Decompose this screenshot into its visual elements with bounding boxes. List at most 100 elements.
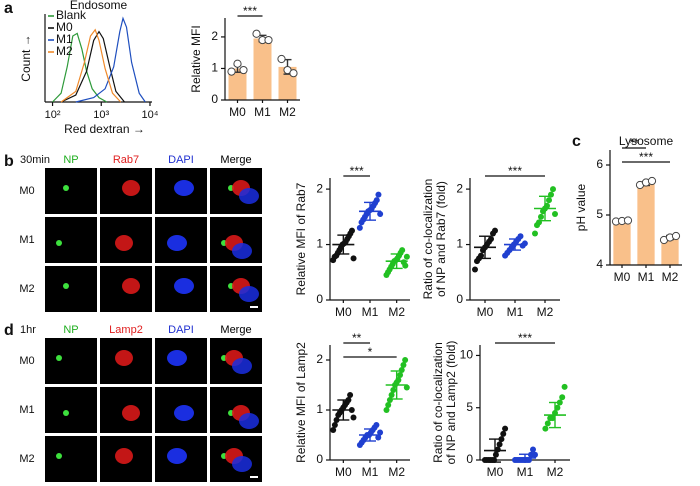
data-point bbox=[348, 227, 355, 234]
channel-label: NP bbox=[63, 154, 78, 166]
panel-label: b bbox=[4, 153, 14, 170]
legend-label: M1 bbox=[56, 32, 73, 46]
data-point bbox=[623, 216, 633, 225]
data-point bbox=[227, 67, 236, 76]
data-point bbox=[330, 427, 337, 433]
data-point bbox=[492, 227, 498, 234]
data-point bbox=[373, 197, 380, 204]
data-point bbox=[375, 434, 382, 441]
significance-label: *** bbox=[518, 331, 532, 345]
data-point bbox=[549, 415, 556, 422]
x-tick-label: M1 bbox=[638, 270, 655, 284]
x-tick-label: M0 bbox=[229, 105, 246, 119]
micrograph bbox=[45, 266, 97, 312]
data-point bbox=[538, 213, 544, 220]
data-point bbox=[399, 247, 406, 254]
y-axis-label: of NP and Lamp2 (fold) bbox=[444, 341, 458, 465]
nucleus bbox=[239, 286, 259, 302]
channel-label: DAPI bbox=[168, 154, 194, 166]
y-tick-label: 1 bbox=[456, 237, 463, 251]
histogram-curve bbox=[60, 30, 125, 103]
channel-label: NP bbox=[63, 324, 78, 336]
data-point bbox=[233, 59, 242, 68]
y-axis-label: pH value bbox=[574, 184, 588, 232]
histogram-curve bbox=[60, 28, 122, 103]
data-point bbox=[377, 429, 384, 436]
micrograph bbox=[45, 338, 97, 384]
y-tick-label: 2 bbox=[316, 352, 323, 366]
data-point bbox=[552, 211, 558, 218]
y-tick-label: 2 bbox=[316, 181, 323, 195]
np-signal bbox=[63, 283, 69, 289]
data-point bbox=[542, 425, 549, 432]
bar bbox=[253, 38, 272, 100]
row-label: M2 bbox=[19, 283, 34, 295]
marker-signal bbox=[122, 278, 140, 294]
x-tick-label: M0 bbox=[335, 465, 352, 479]
marker-signal bbox=[115, 235, 133, 251]
row-label: M0 bbox=[19, 185, 34, 197]
data-point bbox=[550, 186, 556, 193]
x-tick-label: M0 bbox=[477, 305, 494, 319]
marker-signal bbox=[122, 180, 140, 196]
data-point bbox=[239, 65, 248, 75]
data-point bbox=[521, 240, 528, 247]
micrograph bbox=[45, 436, 97, 482]
data-point bbox=[647, 176, 657, 186]
x-tick-label: M2 bbox=[388, 305, 405, 319]
y-tick-label: 5 bbox=[466, 400, 473, 414]
data-point bbox=[559, 394, 566, 401]
data-point bbox=[333, 417, 340, 423]
significance-label: ** bbox=[629, 136, 639, 150]
channel-label: DAPI bbox=[168, 324, 194, 336]
histogram-curve bbox=[75, 16, 146, 103]
bar bbox=[228, 68, 247, 100]
nucleus bbox=[167, 448, 187, 464]
y-axis-label: of NP and Rab7 (fold) bbox=[434, 181, 448, 297]
data-point bbox=[385, 402, 392, 408]
nucleus bbox=[232, 456, 252, 472]
x-tick-label: 10² bbox=[45, 109, 61, 121]
y-tick-label: 1 bbox=[316, 237, 323, 251]
data-point bbox=[671, 231, 681, 241]
x-tick-label: M2 bbox=[388, 465, 405, 479]
data-point bbox=[289, 69, 298, 78]
y-axis-label: Count → bbox=[19, 34, 33, 81]
x-axis-label: Red dextran → bbox=[64, 122, 145, 136]
significance-label: *** bbox=[639, 150, 653, 164]
data-point bbox=[402, 262, 409, 269]
y-tick-label: 4 bbox=[596, 257, 603, 271]
micrograph bbox=[45, 168, 97, 214]
x-tick-label: 10⁴ bbox=[141, 109, 158, 121]
np-signal bbox=[63, 410, 69, 416]
channel-label: Lamp2 bbox=[109, 324, 143, 336]
y-tick-label: 1 bbox=[211, 61, 218, 75]
x-tick-label: M0 bbox=[614, 270, 631, 284]
marker-signal bbox=[115, 350, 133, 366]
marker-signal bbox=[115, 448, 133, 464]
nucleus bbox=[232, 243, 252, 259]
data-point bbox=[377, 211, 384, 218]
significance-label: ** bbox=[352, 331, 362, 345]
significance-label: *** bbox=[243, 4, 257, 18]
data-point bbox=[532, 230, 538, 237]
nucleus bbox=[239, 188, 259, 204]
y-tick-label: 10 bbox=[460, 348, 474, 362]
data-point bbox=[517, 233, 524, 240]
data-point bbox=[532, 451, 538, 458]
data-point bbox=[530, 446, 536, 453]
channel-label: Merge bbox=[220, 324, 251, 336]
np-signal bbox=[56, 453, 62, 459]
y-tick-label: 0 bbox=[466, 452, 473, 466]
y-tick-label: 6 bbox=[596, 157, 603, 171]
x-tick-label: M2 bbox=[537, 305, 554, 319]
np-signal bbox=[56, 355, 62, 361]
y-tick-label: 2 bbox=[211, 29, 218, 43]
row-label: M0 bbox=[19, 355, 34, 367]
x-tick-label: M2 bbox=[547, 465, 564, 479]
data-point bbox=[373, 422, 380, 428]
x-tick-label: M1 bbox=[507, 305, 524, 319]
data-point bbox=[472, 266, 478, 273]
data-point bbox=[252, 29, 261, 38]
x-tick-label: M2 bbox=[279, 105, 296, 119]
